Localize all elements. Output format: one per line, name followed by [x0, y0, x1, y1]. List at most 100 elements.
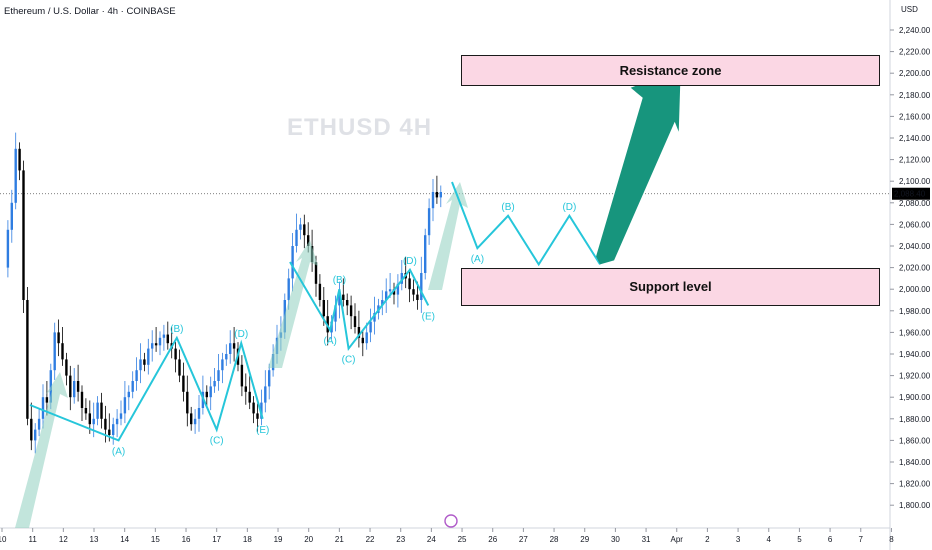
candle-body[interactable] — [190, 413, 193, 425]
candle-body[interactable] — [264, 386, 267, 403]
candle-body[interactable] — [213, 381, 216, 387]
candle-body[interactable] — [256, 413, 259, 419]
candle-body[interactable] — [100, 402, 103, 419]
candle-body[interactable] — [420, 273, 423, 300]
candle-body[interactable] — [334, 305, 337, 322]
candle-body[interactable] — [197, 408, 201, 419]
candle-body[interactable] — [287, 278, 290, 300]
candle-body[interactable] — [108, 429, 111, 435]
candle-body[interactable] — [41, 397, 45, 419]
candle-body[interactable] — [318, 283, 322, 300]
candle-body[interactable] — [314, 262, 318, 284]
candle-body[interactable] — [147, 348, 150, 365]
candle-body[interactable] — [162, 334, 166, 338]
candle-body[interactable] — [73, 381, 76, 398]
candle-body[interactable] — [381, 300, 384, 306]
candle-body[interactable] — [30, 418, 33, 441]
candle-body[interactable] — [408, 278, 411, 290]
candle-body[interactable] — [135, 370, 138, 381]
candle-body[interactable] — [131, 381, 134, 392]
candle-body[interactable] — [338, 294, 341, 306]
candle-body[interactable] — [80, 391, 84, 408]
candle-body[interactable] — [193, 418, 197, 425]
candle-body[interactable] — [92, 418, 95, 425]
candle-body[interactable] — [225, 354, 228, 360]
candle-body[interactable] — [166, 334, 169, 344]
candle-body[interactable] — [88, 413, 91, 425]
candle-body[interactable] — [186, 391, 189, 414]
candle-body[interactable] — [14, 148, 17, 203]
candle-body[interactable] — [244, 386, 247, 392]
candle-body[interactable] — [205, 391, 208, 398]
candle-body[interactable] — [240, 364, 244, 387]
candle-body[interactable] — [18, 148, 21, 171]
candle-body[interactable] — [37, 418, 41, 430]
candle-body[interactable] — [396, 283, 400, 295]
candle-body[interactable] — [252, 402, 255, 414]
candle-body[interactable] — [49, 370, 52, 403]
candle-body[interactable] — [45, 397, 49, 403]
candle-body[interactable] — [65, 359, 68, 376]
candle-body[interactable] — [299, 224, 302, 230]
candle-body[interactable] — [322, 300, 325, 317]
candle-body[interactable] — [34, 429, 37, 441]
candle-body[interactable] — [388, 289, 392, 292]
candle-body[interactable] — [229, 343, 232, 354]
candle-body[interactable] — [307, 235, 310, 246]
candle-body[interactable] — [400, 273, 403, 284]
candle-body[interactable] — [369, 321, 372, 333]
candle-body[interactable] — [158, 337, 162, 346]
candle-body[interactable] — [174, 348, 177, 360]
candle-body[interactable] — [427, 208, 431, 236]
candle-body[interactable] — [361, 337, 364, 344]
candle-body[interactable] — [10, 202, 13, 230]
candle-body[interactable] — [178, 359, 181, 376]
candle-body[interactable] — [143, 359, 146, 365]
candle-body[interactable] — [373, 312, 376, 322]
candle-body[interactable] — [392, 289, 396, 295]
candle-body[interactable] — [303, 224, 306, 236]
candle-body[interactable] — [221, 359, 224, 371]
candle-body[interactable] — [346, 300, 349, 306]
candle-body[interactable] — [84, 408, 88, 414]
candle-body[interactable] — [385, 291, 388, 300]
candle-body[interactable] — [357, 327, 361, 338]
candle-body[interactable] — [154, 343, 158, 346]
candle-body[interactable] — [268, 370, 271, 387]
candle-body[interactable] — [57, 332, 60, 344]
candle-body[interactable] — [353, 316, 357, 327]
candle-body[interactable] — [431, 192, 435, 209]
candle-body[interactable] — [182, 375, 185, 392]
candle-body[interactable] — [69, 375, 72, 398]
candle-body[interactable] — [151, 343, 154, 349]
replay-icon[interactable] — [444, 514, 458, 528]
candle-body[interactable] — [291, 246, 294, 279]
candle-body[interactable] — [96, 402, 99, 419]
candle-body[interactable] — [123, 397, 127, 414]
candle-body[interactable] — [232, 343, 236, 349]
candle-body[interactable] — [349, 305, 353, 317]
candle-body[interactable] — [26, 300, 29, 419]
candle-body[interactable] — [61, 343, 64, 360]
candle-body[interactable] — [365, 332, 368, 344]
candle-body[interactable] — [295, 229, 298, 246]
candle-body[interactable] — [53, 332, 56, 371]
candle-body[interactable] — [139, 359, 142, 371]
candle-body[interactable] — [424, 235, 427, 273]
candle-body[interactable] — [127, 391, 130, 398]
candle-body[interactable] — [104, 418, 107, 430]
candle-body[interactable] — [76, 381, 80, 392]
candle-body[interactable] — [22, 170, 25, 300]
resistance-zone[interactable]: Resistance zone — [461, 54, 880, 86]
candle-body[interactable] — [412, 289, 415, 295]
support-level-zone[interactable]: Support level — [461, 267, 880, 307]
candle-body[interactable] — [115, 418, 119, 425]
candle-body[interactable] — [217, 370, 220, 381]
candle-body[interactable] — [119, 413, 123, 419]
candle-body[interactable] — [416, 294, 419, 300]
candle-body[interactable] — [439, 192, 442, 198]
candle-body[interactable] — [6, 229, 10, 268]
candle-body[interactable] — [435, 192, 439, 198]
candle-body[interactable] — [342, 294, 345, 300]
candle-body[interactable] — [112, 424, 115, 435]
